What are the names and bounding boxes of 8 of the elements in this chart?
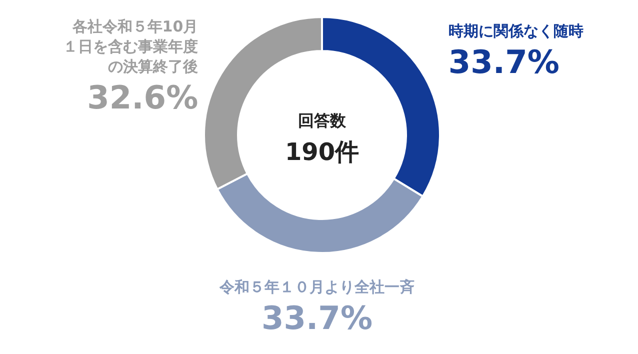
- slice-label: 時期に関係なく随時: [448, 22, 584, 40]
- data-label: 32.6%: [87, 78, 198, 117]
- slice-label: 各社令和５年10月１日を含む事業年度の決算終了後: [63, 18, 198, 76]
- slice-label: 令和５年１０月より全社一斉: [218, 278, 414, 296]
- data-label: 33.7%: [448, 42, 560, 81]
- text: 190件: [284, 138, 360, 166]
- text: 回答数: [298, 111, 347, 130]
- data-label: 33.7%: [261, 298, 372, 337]
